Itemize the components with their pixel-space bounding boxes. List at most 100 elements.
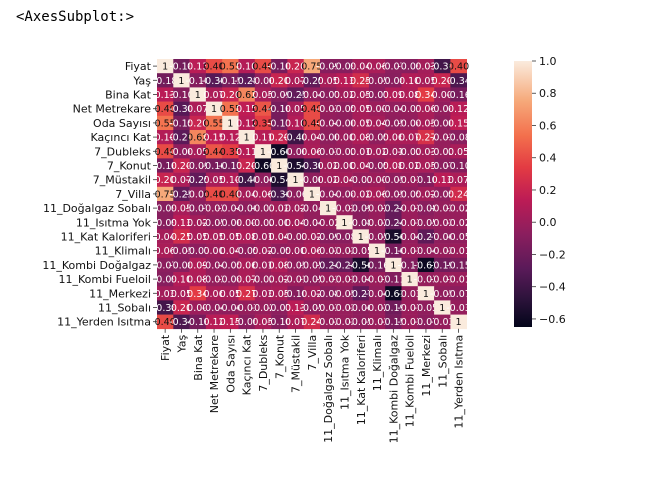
heatmap-cell-label: -0.03 bbox=[251, 204, 276, 215]
heatmap-cell-label: 0.08 bbox=[383, 161, 404, 172]
heatmap-cell-label: -0.08 bbox=[332, 232, 357, 243]
heatmap-cell-label: -0.25 bbox=[300, 76, 325, 87]
heatmap-cell-label: -0.01 bbox=[365, 275, 390, 286]
y-tick-label: 11_Yerden Isıtma bbox=[57, 316, 151, 329]
heatmap-cell-label: 0.08 bbox=[236, 232, 257, 243]
heatmap-cell bbox=[205, 186, 223, 202]
heatmap-cell-label: -0.05 bbox=[414, 303, 439, 314]
heatmap-cell bbox=[238, 272, 256, 287]
heatmap-cell-label: 0.20 bbox=[171, 161, 192, 172]
heatmap-cell bbox=[417, 144, 435, 159]
heatmap-cell bbox=[352, 201, 370, 216]
heatmap-cell bbox=[434, 201, 451, 216]
heatmap-cell bbox=[401, 87, 419, 102]
heatmap-cell bbox=[450, 73, 467, 88]
heatmap-cell bbox=[157, 186, 174, 202]
heatmap-cell-label: 0.06 bbox=[203, 289, 224, 300]
heatmap-cell-label: 1 bbox=[293, 175, 299, 186]
heatmap-cell bbox=[222, 215, 239, 230]
heatmap-cell-label: -0.16 bbox=[267, 104, 292, 115]
heatmap-cell-label: 0.05 bbox=[171, 289, 192, 300]
heatmap-cell-label: -0.04 bbox=[218, 275, 243, 286]
colorbar-tick-label: −0.6 bbox=[539, 313, 566, 326]
heatmap-cell-label: -0.54 bbox=[283, 161, 308, 172]
heatmap-cell-label: -0.03 bbox=[430, 133, 455, 144]
x-tick-label: 11_Kombi Doğalgaz bbox=[387, 335, 400, 444]
heatmap-cell bbox=[320, 257, 337, 273]
heatmap-cell-label: -0.19 bbox=[381, 303, 406, 314]
heatmap-cell bbox=[385, 101, 402, 117]
heatmap-cell bbox=[385, 115, 402, 131]
heatmap-cell bbox=[450, 158, 467, 173]
heatmap-cell-label: -0.04 bbox=[430, 104, 455, 115]
heatmap-cell-label: 0.05 bbox=[285, 104, 306, 115]
heatmap-cell bbox=[173, 286, 190, 301]
heatmap-cell bbox=[271, 115, 288, 131]
heatmap-cell bbox=[238, 229, 256, 244]
heatmap-cell bbox=[320, 215, 337, 230]
heatmap-cell bbox=[222, 300, 239, 315]
heatmap-cell bbox=[303, 215, 321, 230]
heatmap-cell bbox=[450, 257, 467, 273]
heatmap-cell bbox=[352, 130, 370, 145]
heatmap-cell bbox=[173, 172, 190, 188]
heatmap-cell bbox=[352, 172, 370, 188]
heatmap-cell bbox=[385, 172, 402, 188]
heatmap-cell bbox=[271, 215, 288, 230]
heatmap-cell bbox=[450, 272, 467, 287]
heatmap-cell bbox=[222, 87, 239, 102]
heatmap-cell-label: 0.55 bbox=[220, 62, 241, 73]
heatmap-cell-label: 0.05 bbox=[350, 104, 371, 115]
heatmap-cell-label: -0.05 bbox=[365, 76, 390, 87]
heatmap-cell-label: 0.10 bbox=[171, 275, 192, 286]
heatmap-cell-label: -0.03 bbox=[316, 147, 341, 158]
heatmap-cell-label: -0.16 bbox=[185, 317, 210, 328]
heatmap-cell bbox=[173, 130, 190, 145]
heatmap-cell-label: -0.06 bbox=[218, 303, 243, 314]
x-tick-label: 11_Sobalı bbox=[436, 335, 449, 388]
heatmap-cell-label: 0.75 bbox=[155, 189, 176, 200]
heatmap-cell-label: -0.06 bbox=[300, 175, 325, 186]
heatmap-cell-label: -0.15 bbox=[381, 317, 406, 328]
heatmap-cell-label: -0.07 bbox=[316, 90, 341, 101]
heatmap-cell bbox=[434, 158, 451, 173]
heatmap-cell bbox=[189, 229, 207, 244]
heatmap-cell bbox=[238, 87, 256, 102]
heatmap-cell-label: -0.02 bbox=[332, 147, 357, 158]
heatmap-cell-label: 0.08 bbox=[399, 90, 420, 101]
heatmap-cell-label: 0.06 bbox=[383, 133, 404, 144]
heatmap-cell bbox=[401, 243, 419, 259]
heatmap-cell bbox=[157, 229, 174, 244]
heatmap-cell-label: -0.02 bbox=[316, 317, 341, 328]
heatmap-cell-label: -0.04 bbox=[300, 218, 325, 229]
heatmap-cell bbox=[271, 257, 288, 273]
heatmap-cell-label: 1 bbox=[390, 260, 396, 271]
heatmap-cell bbox=[336, 286, 353, 301]
heatmap-cell bbox=[368, 300, 386, 315]
heatmap-cell bbox=[287, 73, 304, 88]
heatmap-cell-label: -0.07 bbox=[185, 246, 210, 257]
heatmap-cell bbox=[303, 243, 321, 259]
heatmap-cell bbox=[189, 101, 207, 117]
heatmap-cell bbox=[417, 215, 435, 230]
y-tick-label: 11_Sobalı bbox=[98, 302, 151, 315]
heatmap-cell-label: 0.10 bbox=[220, 175, 241, 186]
heatmap-cell-label: 1 bbox=[162, 62, 168, 73]
heatmap-cell-label: 0.11 bbox=[236, 147, 257, 158]
heatmap-cell-label: 0.00 bbox=[334, 161, 355, 172]
heatmap-cell-label: -0.05 bbox=[414, 218, 439, 229]
y-tick-label: Oda Sayısı bbox=[93, 117, 151, 130]
heatmap-cell-label: 0.20 bbox=[171, 303, 192, 314]
heatmap-cell bbox=[222, 257, 239, 273]
heatmap-cell bbox=[222, 229, 239, 244]
heatmap-cell bbox=[434, 314, 451, 330]
heatmap-cell-label: -0.54 bbox=[267, 175, 292, 186]
heatmap-cell-label: 0.04 bbox=[366, 118, 387, 129]
heatmap-cell bbox=[385, 59, 402, 74]
y-tick-label: Bina Kat bbox=[105, 89, 152, 102]
heatmap-cell bbox=[303, 186, 321, 202]
heatmap-cell-label: -0.05 bbox=[202, 218, 227, 229]
heatmap-cell-label: -0.08 bbox=[414, 204, 439, 215]
heatmap-cell-label: 0.07 bbox=[399, 133, 420, 144]
heatmap-cell bbox=[271, 229, 288, 244]
